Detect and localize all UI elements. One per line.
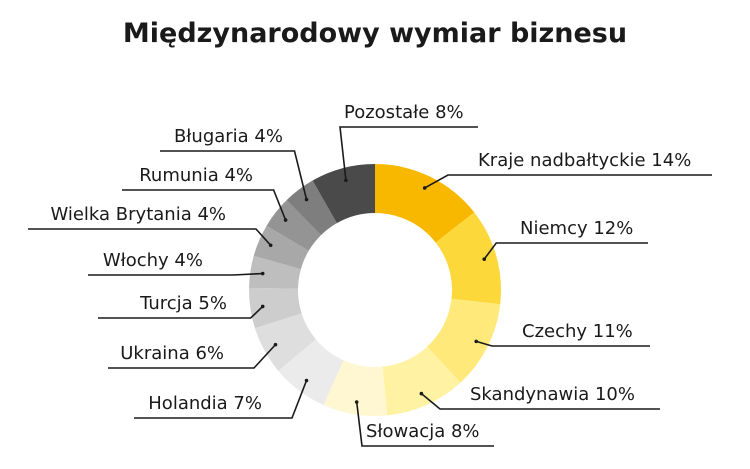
slice-label-7: Turcja 5% xyxy=(139,293,227,314)
leader-dot-7 xyxy=(260,304,265,309)
slice-label-2: Czechy 11% xyxy=(522,321,633,342)
chart-title: Międzynarodowy wymiar biznesu xyxy=(123,18,627,49)
slices-group xyxy=(249,164,502,416)
leader-line-4 xyxy=(355,401,494,447)
leader-line-2 xyxy=(475,340,650,347)
slice-9 xyxy=(253,225,309,270)
leader-dot-8 xyxy=(260,271,265,276)
leader-dot-4 xyxy=(354,400,359,404)
slice-label-4: Słowacja 8% xyxy=(366,421,480,442)
leader-dot-6 xyxy=(273,342,278,347)
slice-7 xyxy=(249,287,302,329)
leader-dot-9 xyxy=(268,243,273,248)
slice-3 xyxy=(382,346,461,416)
leader-line-3 xyxy=(420,392,660,410)
slice-11 xyxy=(286,180,337,236)
slice-8 xyxy=(249,255,301,289)
slice-label-5: Holandia 7% xyxy=(148,393,262,414)
slice-label-11: Bługaria 4% xyxy=(174,126,283,147)
slice-4 xyxy=(323,360,388,416)
leader-dot-0 xyxy=(422,186,427,190)
slice-12 xyxy=(312,164,375,224)
slice-label-9: Wielka Brytania 4% xyxy=(50,204,226,225)
leader-line-11 xyxy=(160,150,308,200)
leader-dot-2 xyxy=(474,339,479,344)
slice-label-0: Kraje nadbałtyckie 14% xyxy=(478,150,691,171)
slice-label-1: Niemcy 12% xyxy=(520,218,633,239)
slice-10 xyxy=(266,200,321,251)
leader-dot-10 xyxy=(283,218,288,222)
leader-line-9 xyxy=(28,228,272,246)
leader-line-1 xyxy=(483,242,648,260)
leader-dot-3 xyxy=(419,391,424,396)
leader-line-6 xyxy=(108,344,277,369)
slice-label-12: Pozostałe 8% xyxy=(344,102,464,123)
leader-line-7 xyxy=(98,305,264,319)
slice-label-8: Włochy 4% xyxy=(103,250,203,271)
leader-line-10 xyxy=(122,189,287,221)
slice-0 xyxy=(375,164,475,243)
slice-6 xyxy=(254,313,316,371)
slice-label-10: Rumunia 4% xyxy=(139,165,253,186)
slice-label-3: Skandynawia 10% xyxy=(470,384,635,405)
leader-line-12 xyxy=(339,126,478,181)
leader-line-5 xyxy=(134,380,308,419)
leader-dot-5 xyxy=(304,378,309,383)
labels-group: Kraje nadbałtyckie 14% Niemcy 12% Czechy 1… xyxy=(50,102,691,442)
slice-label-6: Ukraina 6% xyxy=(120,343,224,364)
leader-dot-1 xyxy=(482,257,487,261)
leader-dot-12 xyxy=(344,178,348,183)
slice-1 xyxy=(435,212,502,305)
slice-5 xyxy=(278,339,344,405)
leader-lines-group xyxy=(28,126,712,447)
leader-line-8 xyxy=(88,272,263,276)
slice-2 xyxy=(427,298,501,383)
leader-line-0 xyxy=(424,174,712,189)
leader-dot-11 xyxy=(304,197,309,202)
